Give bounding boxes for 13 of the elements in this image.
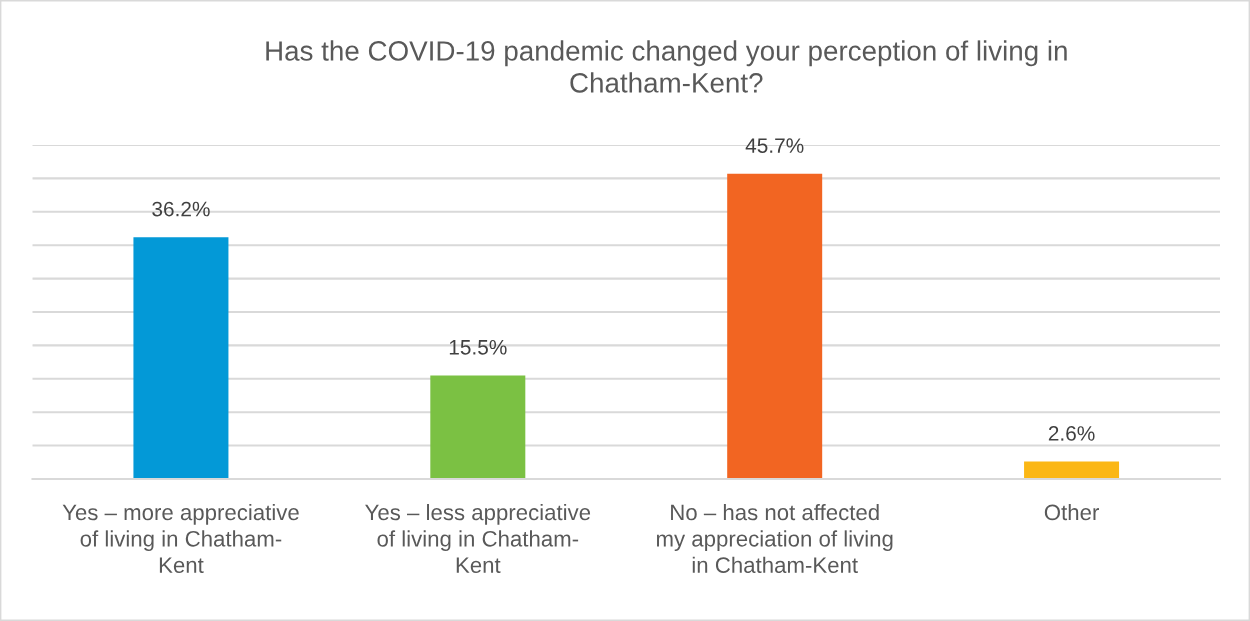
chart-title: Has the COVID-19 pandemic changed your perception of living in Chatham-Kent? [266,40,1067,93]
x-tick-label: Yes – less appreciative of living in Chatham-Kent [365,503,591,573]
bar [133,237,229,479]
data-label: 15.5% [449,340,507,355]
bar [430,375,526,479]
x-tick-label: Other [1044,503,1099,521]
bar [727,173,823,479]
x-tick-label: Yes – more appreciative of living in Chatham-Kent [62,503,299,573]
data-label: 2.6% [1048,426,1095,441]
data-label: 45.7% [745,138,804,153]
bar [1024,461,1120,479]
data-label: 36.2% [152,201,210,217]
x-tick-label: No – has not affected my appreciation of living in Chatham-Kent [656,503,893,573]
